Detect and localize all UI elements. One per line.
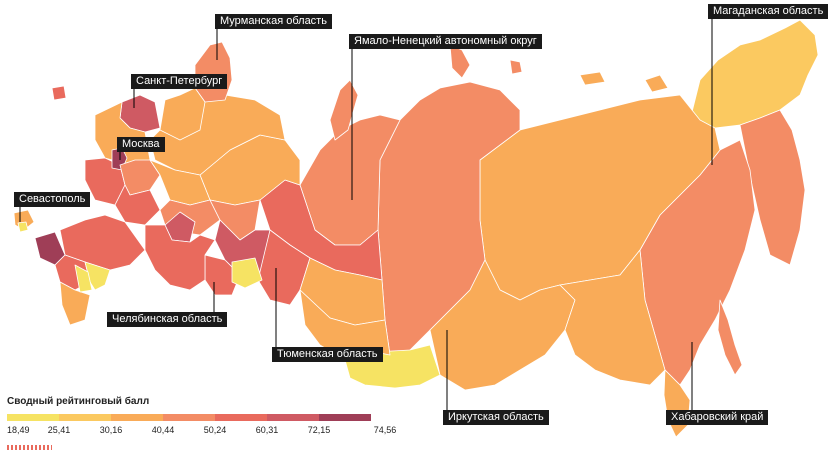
legend-swatch-7 <box>319 414 371 421</box>
region-sakhalin[interactable] <box>717 299 743 376</box>
region-volga-2[interactable] <box>144 224 216 291</box>
region-sevastopol[interactable] <box>17 221 29 233</box>
callout-khabarovsk: Хабаровский край <box>666 410 769 425</box>
region-novaya-zemlya[interactable] <box>329 79 359 141</box>
callout-yamal: Ямало-Ненецкий автономный округ <box>349 34 542 49</box>
callout-sevastopol: Севастополь <box>14 192 91 207</box>
callout-irkutsk: Иркутская область <box>443 410 549 425</box>
legend-hatch-swatch <box>7 445 52 450</box>
callout-moscow: Москва <box>117 137 165 152</box>
legend-swatch-4 <box>163 414 215 421</box>
region-central-3[interactable] <box>114 184 161 226</box>
callout-murmansk: Мурманская область <box>215 14 332 29</box>
legend-tick: 40,44 <box>151 425 175 435</box>
region-islands-3[interactable] <box>579 71 606 86</box>
legend-swatch-5 <box>215 414 267 421</box>
callout-tyumen: Тюменская область <box>272 347 383 362</box>
legend-tick: 18,49 <box>7 425 30 435</box>
legend-swatch-3 <box>111 414 163 421</box>
region-kaliningrad[interactable] <box>51 85 67 101</box>
region-zabaykalsky[interactable] <box>559 249 666 386</box>
region-islands-4[interactable] <box>644 74 669 93</box>
region-dagestan[interactable] <box>74 264 93 293</box>
legend-tick: 25,41 <box>47 425 71 435</box>
legend-tick: 72,15 <box>307 425 331 435</box>
legend-title: Сводный рейтинговый балл <box>7 396 150 407</box>
region-caucasus[interactable] <box>59 281 91 326</box>
legend-tick: 50,24 <box>203 425 227 435</box>
callout-magadan: Магаданская область <box>708 4 829 19</box>
legend-color-bar <box>7 414 371 421</box>
region-orenburg[interactable] <box>231 257 263 289</box>
callout-spb: Санкт-Петербург <box>131 74 228 89</box>
callout-chelyabinsk: Челябинская область <box>107 312 228 327</box>
legend-ticks: 18,49 25,41 30,16 40,44 50,24 60,31 72,1… <box>0 425 420 439</box>
region-karelia[interactable] <box>159 87 206 141</box>
legend-tick: 60,31 <box>255 425 279 435</box>
legend-tick: 74,56 <box>373 425 397 435</box>
region-islands-2[interactable] <box>509 59 523 75</box>
legend-swatch-6 <box>267 414 319 421</box>
legend-tick: 30,16 <box>99 425 123 435</box>
legend-swatch-1 <box>7 414 59 421</box>
region-islands-1[interactable] <box>449 44 471 79</box>
legend-swatch-2 <box>59 414 111 421</box>
